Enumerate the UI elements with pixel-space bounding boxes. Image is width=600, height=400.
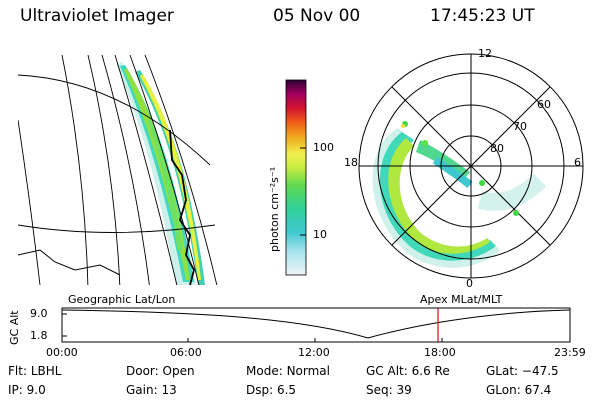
altitude-xtick-1200: 12:00 (298, 346, 330, 359)
colorbar (285, 79, 307, 276)
altitude-xtick-0000: 00:00 (46, 346, 78, 359)
aurora-polar (372, 128, 547, 268)
lat-lon-grid (18, 55, 218, 285)
altitude-curve (61, 309, 571, 339)
info-door: Door: Open (126, 364, 195, 378)
mlt-label-6: 6 (574, 156, 581, 169)
coastline (169, 129, 195, 285)
info-glon: GLon: 67.4 (486, 383, 552, 397)
info-dsp: Dsp: 6.5 (246, 383, 297, 397)
lat-label-70: 70 (513, 120, 527, 133)
info-mode: Mode: Normal (246, 364, 330, 378)
info-gain: Gain: 13 (126, 383, 177, 397)
lat-label-80: 80 (490, 142, 504, 155)
altitude-ylabel: GC Alt (8, 310, 21, 345)
geographic-map (18, 55, 218, 285)
altitude-xtick-1800: 18:00 (424, 346, 456, 359)
info-seq: Seq: 39 (366, 383, 412, 397)
mlt-label-0: 0 (466, 277, 473, 290)
info-glat: GLat: −47.5 (486, 364, 559, 378)
altitude-xtick-2359: 23:59 (554, 346, 586, 359)
colorbar-label: photon cm⁻²s⁻¹ (268, 166, 281, 252)
right-panel-label: Apex MLat/MLT (420, 293, 503, 306)
altitude-ytick-high: 9.0 (30, 307, 48, 320)
altitude-plot (61, 307, 571, 343)
info-filter: Flt: LBHL (8, 364, 62, 378)
mlt-label-18: 18 (344, 156, 358, 169)
lat-label-60: 60 (537, 98, 551, 111)
info-gc-alt: GC Alt: 6.6 Re (366, 364, 450, 378)
info-ip: IP: 9.0 (8, 383, 46, 397)
time-label: 17:45:23 UT (430, 6, 535, 26)
altitude-xtick-0600: 06:00 (170, 346, 202, 359)
altitude-ytick-low: 1.8 (30, 329, 48, 342)
instrument-title: Ultraviolet Imager (20, 6, 174, 26)
colorbar-tick-100: 100 (313, 141, 334, 154)
left-panel-label: Geographic Lat/Lon (68, 293, 176, 306)
date-label: 05 Nov 00 (273, 6, 361, 26)
polar-plot (358, 53, 584, 279)
mlt-label-12: 12 (478, 47, 492, 60)
colorbar-tick-10: 10 (313, 228, 327, 241)
